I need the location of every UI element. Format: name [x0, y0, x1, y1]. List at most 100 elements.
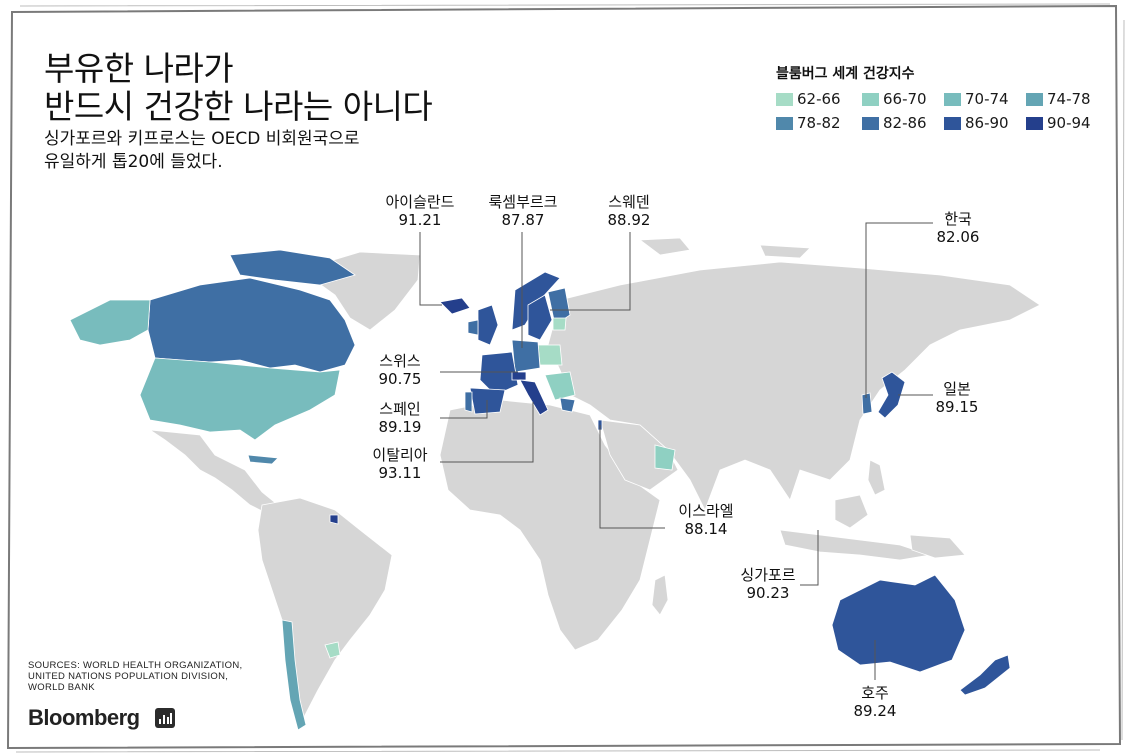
callout-switzerland-value: 90.75	[378, 370, 422, 388]
united-states	[139, 357, 341, 441]
callout-sweden: 스웨덴 88.92	[594, 193, 664, 229]
callout-israel-value: 88.14	[684, 520, 728, 538]
callout-australia-value: 89.24	[853, 702, 897, 720]
subtitle-line-2: 유일하게 톱20에 들었다.	[44, 152, 223, 172]
legend-label: 82-86	[883, 114, 927, 132]
greece	[559, 397, 576, 413]
uruguay	[324, 641, 341, 659]
legend-item: 78-82	[776, 114, 841, 132]
chile	[281, 619, 307, 731]
portugal	[464, 391, 473, 413]
leader-sweden	[550, 232, 631, 311]
callout-singapore: 싱가포르 90.23	[728, 566, 808, 602]
callout-australia: 호주 89.24	[840, 684, 910, 720]
cuba	[247, 454, 279, 465]
source-line-3: WORLD BANK	[28, 682, 95, 693]
legend-label: 62-66	[797, 90, 841, 108]
oman	[654, 444, 676, 471]
germany	[511, 339, 541, 373]
legend-item: 74-78	[1026, 90, 1091, 108]
france	[479, 351, 519, 396]
legend-swatch	[1026, 92, 1043, 106]
callout-iceland-name: 아이슬란드	[385, 193, 455, 211]
leader-lines	[419, 222, 933, 680]
callout-korea-name: 한국	[944, 210, 972, 228]
legend-swatch	[862, 116, 879, 130]
legend-label: 90-94	[1047, 114, 1091, 132]
leader-iceland	[419, 232, 442, 306]
legend-label: 78-82	[797, 114, 841, 132]
leader-spain	[440, 400, 488, 419]
leader-italy	[440, 402, 534, 463]
callout-singapore-name: 싱가포르	[740, 566, 796, 584]
callout-japan: 일본 89.15	[932, 380, 982, 416]
callout-sweden-name: 스웨덴	[608, 193, 650, 211]
finland	[547, 287, 571, 326]
callout-singapore-value: 90.23	[746, 584, 790, 602]
french-guiana	[329, 514, 339, 525]
arctic-islands-2	[759, 244, 811, 259]
legend-label: 70-74	[965, 90, 1009, 108]
australia	[831, 574, 966, 673]
callout-italy: 이탈리아 93.11	[360, 446, 440, 482]
baltics	[552, 317, 567, 331]
leader-singapore	[800, 530, 819, 586]
legend-item: 62-66	[776, 90, 841, 108]
iceland	[439, 297, 471, 315]
legend-item: 82-86	[862, 114, 927, 132]
callout-luxembourg-value: 87.87	[501, 211, 545, 229]
source-line-2: UNITED NATIONS POPULATION DIVISION,	[28, 671, 229, 682]
sweden	[527, 294, 553, 341]
europe	[439, 271, 576, 416]
callout-sweden-value: 88.92	[607, 211, 651, 229]
bloomberg-wordmark: Bloomberg	[28, 705, 140, 730]
ireland	[467, 319, 479, 336]
callout-spain: 스페인 89.19	[365, 400, 435, 436]
callout-switzerland-name: 스위스	[379, 352, 421, 370]
callout-italy-name: 이탈리아	[372, 446, 428, 464]
callout-israel: 이스라엘 88.14	[666, 502, 746, 538]
callout-luxembourg-name: 룩셈부르크	[488, 193, 558, 211]
leader-israel	[599, 425, 665, 529]
indonesia	[779, 529, 931, 561]
callout-luxembourg: 룩셈부르크 87.87	[478, 193, 568, 229]
italy	[519, 379, 549, 416]
new-zealand	[959, 654, 1011, 696]
legend-swatch	[776, 92, 793, 106]
legend-item: 70-74	[944, 90, 1009, 108]
leader-korea	[865, 222, 933, 398]
legend-item: 66-70	[862, 90, 927, 108]
korea	[861, 392, 873, 415]
callout-spain-name: 스페인	[379, 400, 421, 418]
bloomberg-logo-icon	[155, 708, 175, 728]
legend-title: 블룸버그 세계 건강지수	[776, 66, 915, 82]
source-line-1: SOURCES: WORLD HEALTH ORGANIZATION,	[28, 660, 243, 671]
legend-item: 86-90	[944, 114, 1009, 132]
canada	[147, 277, 356, 373]
subtitle-line-1: 싱가포르와 키프로스는 OECD 비회원국으로	[44, 129, 360, 149]
callout-korea-value: 82.06	[936, 228, 980, 246]
switzerland	[511, 371, 527, 381]
callout-korea: 한국 82.06	[928, 210, 988, 246]
legend-item: 90-94	[1026, 114, 1091, 132]
poland	[537, 344, 563, 366]
title-line-1: 부유한 나라가	[44, 49, 234, 88]
callout-iceland-value: 91.21	[398, 211, 442, 229]
alaska	[69, 299, 151, 346]
sources-note: SOURCES: WORLD HEALTH ORGANIZATION, UNIT…	[28, 660, 242, 693]
callout-japan-value: 89.15	[935, 398, 979, 416]
legend-swatch	[944, 92, 961, 106]
japan	[877, 371, 906, 419]
borneo	[834, 494, 869, 529]
page-title: 부유한 나라가 반드시 건강한 나라는 아니다	[44, 49, 433, 126]
callout-iceland: 아이슬란드 91.21	[374, 193, 466, 229]
eurasia	[547, 261, 1041, 511]
legend-label: 74-78	[1047, 90, 1091, 108]
legend-swatch	[862, 92, 879, 106]
philippines	[867, 459, 886, 496]
legend-swatch	[944, 116, 961, 130]
arabia	[599, 419, 679, 491]
title-line-2: 반드시 건강한 나라는 아니다	[44, 87, 433, 126]
legend-swatch	[776, 116, 793, 130]
